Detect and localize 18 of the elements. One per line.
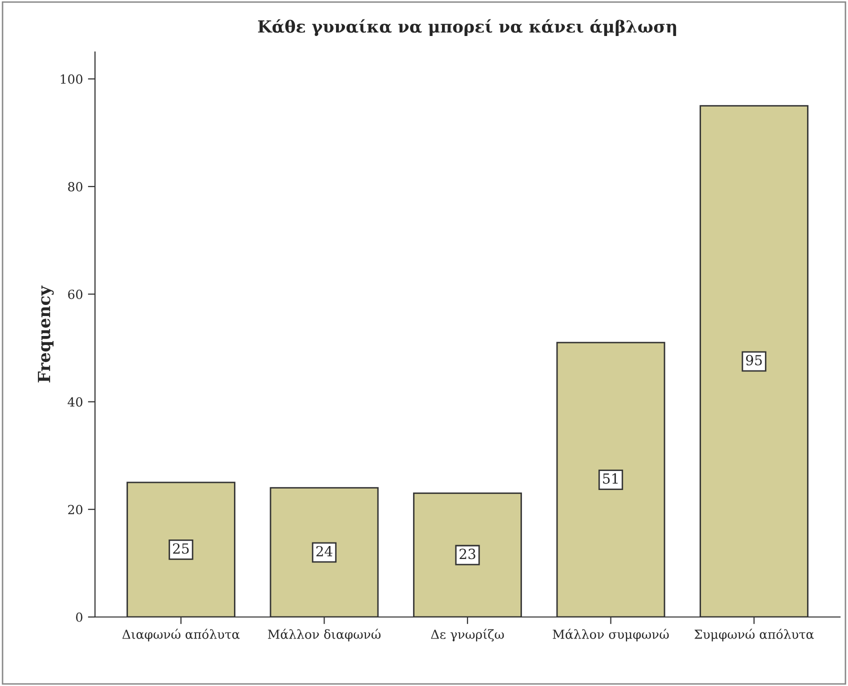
y-tick-label: 0	[76, 612, 82, 622]
y-tick-label: 80	[68, 182, 82, 192]
y-tick-label: 40	[68, 397, 82, 407]
data-label: 23	[460, 548, 476, 560]
y-axis-title: Frequency	[38, 285, 54, 382]
x-tick-label: Μάλλον συμφωνώ	[552, 628, 669, 642]
data-label: 24	[316, 546, 332, 556]
x-tick-label: Δε γνωρίζω	[430, 628, 504, 642]
y-tick-label: 100	[60, 74, 82, 84]
x-tick-label: Μάλλον διαφωνώ	[268, 628, 381, 642]
data-label: 25	[173, 543, 189, 554]
data-label: 95	[746, 354, 762, 366]
y-tick-label: 60	[68, 290, 82, 300]
x-tick-label: Διαφωνώ απόλυτα	[122, 628, 240, 642]
chart-title: Κάθε γυναίκα να μπορεί να κάνει άμβλωση	[258, 19, 676, 36]
x-tick-label: Συμφωνώ απόλυτα	[694, 628, 814, 642]
data-label: 51	[603, 473, 618, 484]
y-tick-label: 20	[68, 504, 82, 514]
